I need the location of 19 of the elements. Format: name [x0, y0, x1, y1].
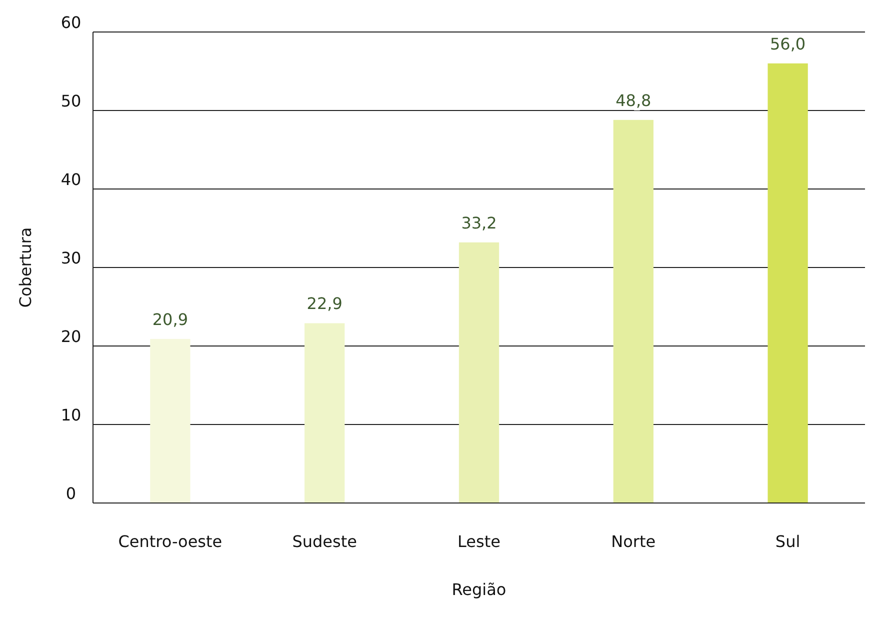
data-label: 56,0 — [770, 34, 806, 54]
x-tick-label: Sudeste — [292, 532, 357, 551]
y-tick-label: 10 — [60, 406, 82, 424]
x-tick-label: Norte — [611, 532, 656, 551]
x-tick-label: Centro-oeste — [118, 532, 222, 551]
x-axis-title: Região — [452, 580, 506, 599]
data-label: 48,8 — [616, 90, 652, 110]
y-tick-label: 0 — [66, 484, 76, 503]
data-label: 20,9 — [152, 310, 188, 329]
x-tick-label: Leste — [458, 532, 500, 551]
data-label: 22,9 — [306, 294, 342, 314]
y-tick-label: 20 — [60, 327, 82, 346]
y-axis-title: Cobertura — [16, 227, 35, 308]
y-tick-label: 40 — [60, 170, 82, 189]
y-tick-label: 60 — [60, 13, 82, 32]
y-tick-label: 50 — [60, 92, 82, 110]
x-tick-label: Sul — [775, 532, 800, 551]
data-label: 33,2 — [461, 213, 497, 232]
y-tick-label: 30 — [60, 248, 82, 268]
